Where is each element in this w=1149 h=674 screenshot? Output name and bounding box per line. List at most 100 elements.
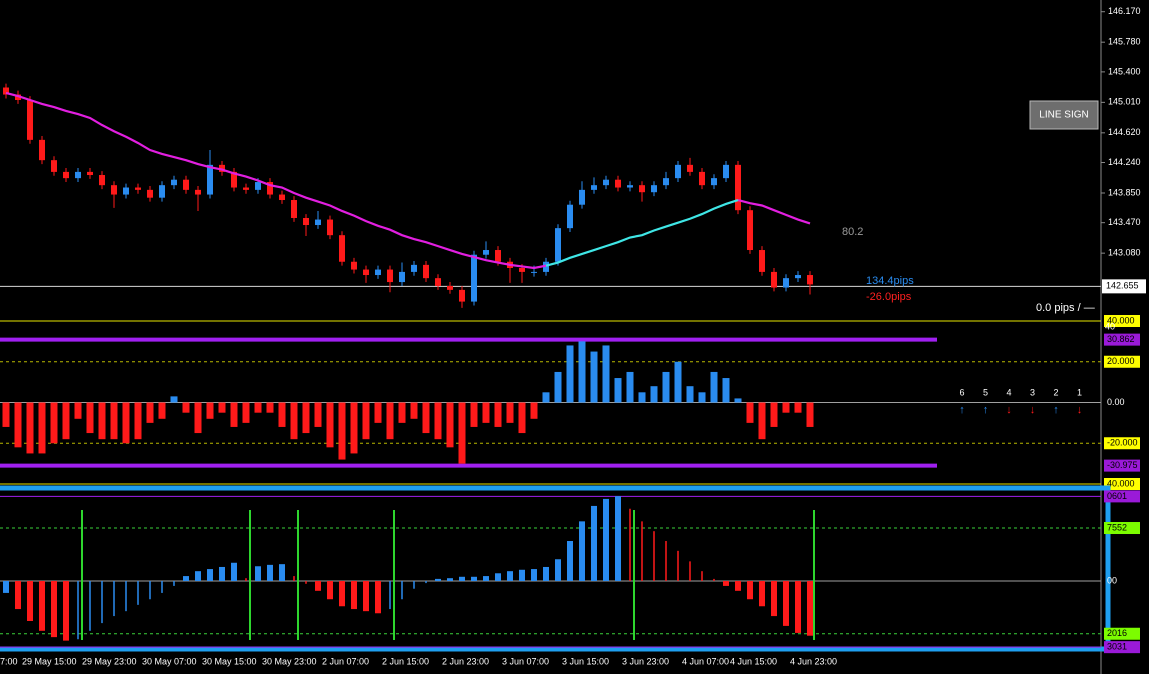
line-sign-button[interactable]: LINE SIGN: [1029, 100, 1099, 130]
signal-arrow: ↓: [1077, 404, 1083, 416]
x-edge-label: 7:00: [0, 656, 18, 666]
y-tick-label: 143.850: [1108, 187, 1141, 197]
histogram-bar: [615, 496, 621, 581]
candle-body: [399, 271, 405, 283]
histogram-bar: [662, 371, 670, 403]
candle-body: [147, 189, 153, 198]
histogram-bar: [255, 566, 261, 581]
level-label-box: [1104, 355, 1140, 368]
candle-body: [27, 100, 33, 140]
x-tick-label: 4 Jun 23:00: [790, 656, 837, 666]
level-label: 0601: [1107, 491, 1127, 501]
level-label-box: [1104, 459, 1140, 472]
histogram-bar: [578, 341, 586, 403]
histogram-bar: [110, 402, 118, 440]
candle-body: [231, 171, 237, 188]
candle-body: [483, 250, 489, 255]
histogram-bar: [543, 566, 549, 581]
signal-arrow: ↑: [1053, 404, 1059, 416]
x-tick-label: 2 Jun 07:00: [322, 656, 369, 666]
annotation: 80.2: [842, 226, 863, 238]
candle-body: [15, 94, 21, 101]
histogram-bar: [566, 345, 574, 403]
signal-column: 3: [1030, 387, 1035, 397]
candle-body: [519, 267, 525, 272]
x-tick-label: 2 Jun 15:00: [382, 656, 429, 666]
histogram-bar: [519, 569, 525, 581]
histogram-bar: [495, 573, 501, 581]
histogram-bar: [122, 402, 130, 444]
histogram-bar: [470, 402, 478, 427]
level-label-box: [1104, 627, 1140, 640]
candle-body: [243, 187, 249, 190]
histogram-bar: [782, 402, 790, 413]
x-tick-label: 29 May 15:00: [22, 656, 77, 666]
candle-body: [447, 285, 453, 290]
histogram-bar: [425, 580, 427, 584]
annotation: -26.0pips: [866, 291, 912, 303]
histogram-bar: [614, 378, 622, 403]
candle-body: [543, 261, 549, 272]
candle-body: [411, 264, 417, 272]
histogram-bar: [206, 402, 214, 419]
current-price-box: [1102, 279, 1146, 294]
histogram-bar: [74, 402, 82, 419]
level-label: 3031: [1107, 642, 1127, 652]
histogram-bar: [182, 402, 190, 413]
current-price-label: 142.655: [1106, 281, 1139, 291]
button-label[interactable]: LINE SIGN: [1039, 110, 1088, 121]
histogram-bar: [245, 578, 247, 581]
histogram-bar: [434, 402, 442, 440]
candle-body: [267, 182, 273, 195]
y-tick-label: 144.620: [1108, 127, 1141, 137]
histogram-bar: [459, 576, 465, 581]
histogram-bar: [758, 402, 766, 440]
histogram-bar: [410, 402, 418, 419]
candle-body: [183, 179, 189, 190]
histogram-bar: [183, 576, 189, 581]
candle-body: [387, 269, 393, 283]
level-label: 20.000: [1107, 356, 1135, 366]
histogram-bar: [170, 396, 178, 403]
candle-body: [555, 228, 561, 262]
histogram-bar: [267, 564, 273, 581]
histogram-bar: [579, 521, 585, 581]
candle-body: [111, 185, 117, 195]
level-label-box: [1104, 478, 1140, 490]
histogram-bar: [518, 402, 526, 434]
candle-body: [807, 275, 813, 285]
candle-body: [87, 171, 93, 176]
signal-column: 6: [959, 387, 964, 397]
candle-body: [783, 278, 789, 288]
histogram-bar: [401, 580, 403, 600]
x-tick-label: 4 Jun 07:00: [682, 656, 729, 666]
histogram-bar: [137, 580, 139, 605]
histogram-bar: [389, 580, 391, 610]
histogram-bar: [722, 378, 730, 403]
candle-body: [651, 185, 657, 193]
histogram-bar: [701, 571, 703, 581]
candle-body: [579, 189, 585, 205]
candle-body: [159, 185, 165, 198]
histogram-bar: [686, 386, 694, 403]
histogram-bar: [422, 402, 430, 434]
candle-body: [195, 189, 201, 195]
histogram-bar: [173, 580, 175, 586]
button-face[interactable]: [1029, 100, 1099, 130]
y-tick-label: 146.170: [1108, 6, 1141, 16]
histogram-bar: [51, 580, 57, 638]
candle-body: [591, 185, 597, 190]
candle-body: [759, 250, 765, 272]
histogram-bar: [641, 521, 643, 581]
annotation: 0.0 pips / —: [1036, 302, 1095, 314]
histogram-bar: [413, 580, 415, 589]
moving-average: [545, 198, 739, 267]
histogram-bar: [471, 576, 477, 581]
candle-body: [663, 178, 669, 186]
candle-body: [327, 219, 333, 236]
candle-body: [303, 217, 309, 226]
candle-body: [435, 278, 441, 286]
histogram-bar: [698, 392, 706, 403]
